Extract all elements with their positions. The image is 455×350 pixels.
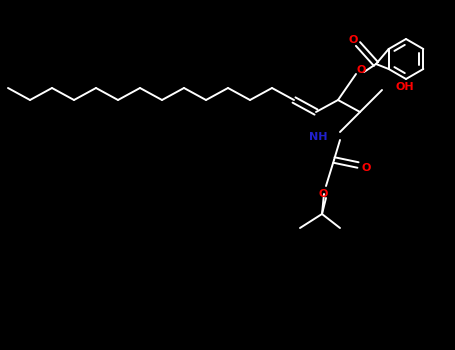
Text: O: O [356,65,366,75]
Text: O: O [318,189,328,199]
Text: NH: NH [309,132,328,142]
Text: O: O [361,163,371,173]
Text: O: O [349,35,358,45]
Text: OH: OH [395,82,414,92]
